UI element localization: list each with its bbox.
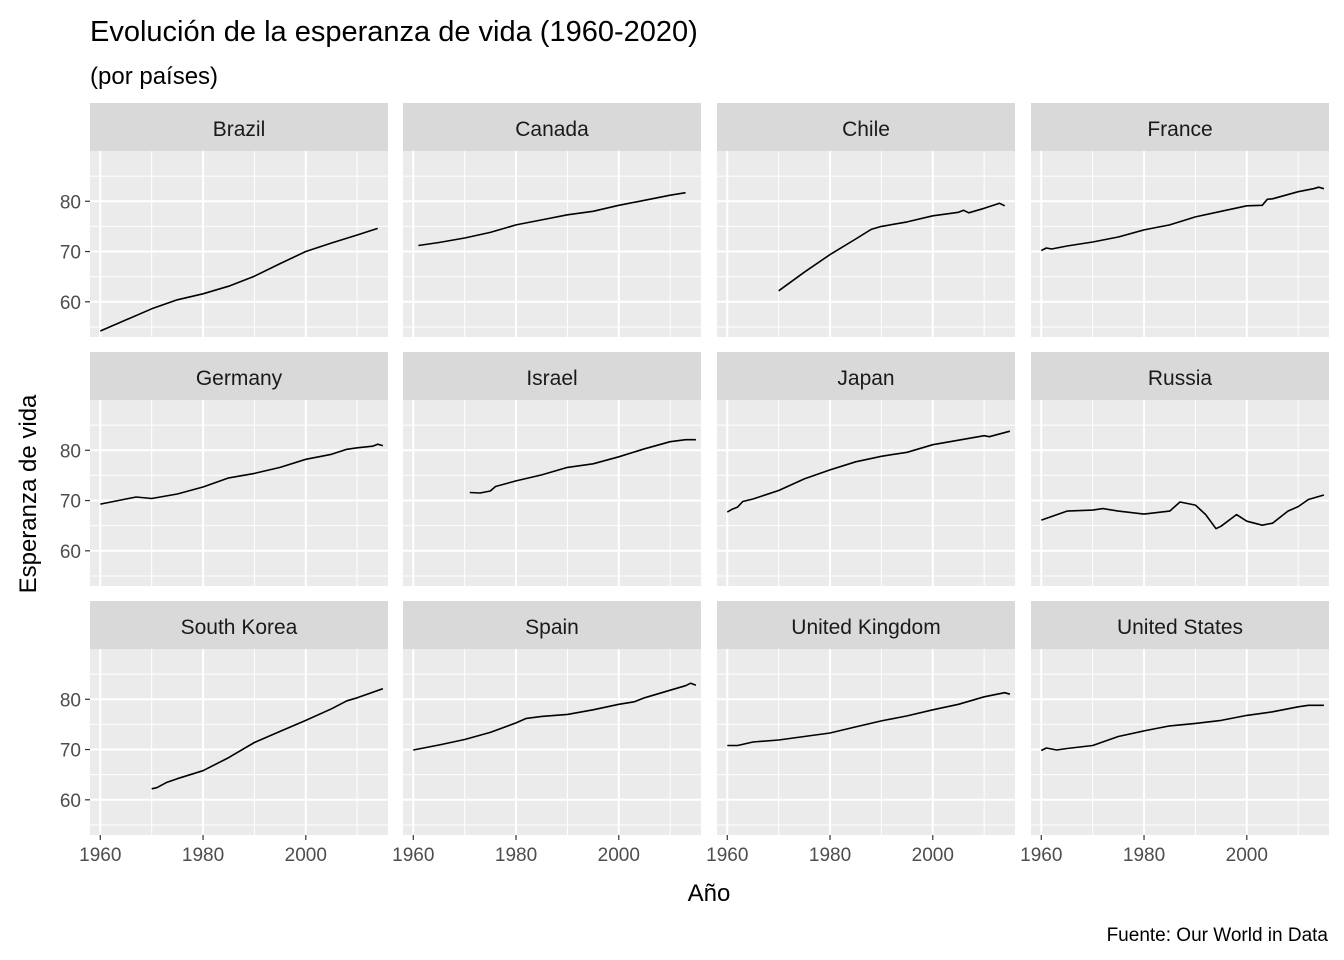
facet-chile: Chile: [717, 103, 1015, 337]
y-tick-label: 80: [60, 441, 81, 462]
facet-strip: [1031, 103, 1329, 151]
facet-label: Israel: [526, 367, 577, 390]
facet-strip: [90, 352, 388, 400]
x-tick-label: 1960: [1020, 845, 1062, 866]
facet-germany: Germany 60 70 80: [60, 352, 388, 586]
y-tick-label: 70: [60, 741, 81, 762]
panel-background: [403, 151, 701, 337]
x-tick-label: 1960: [79, 845, 121, 866]
facet-strip: [717, 352, 1015, 400]
y-tick-label: 70: [60, 243, 81, 264]
facet-canada: Canada: [403, 103, 701, 337]
panel-background: [90, 400, 388, 586]
facet-france: France: [1031, 103, 1329, 337]
x-tick-label: 1980: [1123, 845, 1165, 866]
panel-background: [403, 649, 701, 835]
series-line-israel: [469, 438, 696, 494]
x-tick-label: 2000: [598, 845, 640, 866]
facet-strip: [403, 103, 701, 151]
facet-south-korea: South Korea 60 70 80 1960 1980 2000: [60, 601, 388, 866]
x-tick-label: 2000: [1226, 845, 1268, 866]
panel-background: [90, 649, 388, 835]
panel-background: [717, 649, 1015, 835]
facet-label: United States: [1117, 616, 1243, 639]
x-tick-label: 1980: [809, 845, 851, 866]
facet-strip: [717, 601, 1015, 649]
facet-label: South Korea: [181, 616, 298, 639]
x-tick-label: 1980: [182, 845, 224, 866]
facet-label: Chile: [842, 118, 890, 141]
facet-panels: Brazil 60 70 80 Canada Chile France Germany 60 70…: [60, 103, 1329, 866]
panel-background: [1031, 649, 1329, 835]
series-line-japan: [726, 430, 1011, 513]
chart-title: Evolución de la esperanza de vida (1960-…: [90, 16, 698, 48]
facet-strip: [90, 103, 388, 151]
facet-label: Brazil: [213, 118, 266, 141]
facet-label: Russia: [1148, 367, 1213, 390]
chart-caption: Fuente: Our World in Data: [1107, 925, 1329, 946]
facet-united-kingdom: United Kingdom 1960 1980 2000: [706, 601, 1015, 866]
series-line-brazil: [99, 227, 378, 332]
facet-strip: [1031, 352, 1329, 400]
y-tick-label: 70: [60, 492, 81, 513]
panel-background: [403, 400, 701, 586]
facet-japan: Japan: [717, 352, 1015, 586]
panel-background: [90, 151, 388, 337]
x-tick-label: 2000: [912, 845, 954, 866]
y-tick-label: 80: [60, 192, 81, 213]
facet-strip: [403, 601, 701, 649]
series-line-spain: [413, 682, 697, 751]
facet-strip: [403, 352, 701, 400]
facet-strip: [717, 103, 1015, 151]
facet-strip: [90, 601, 388, 649]
facet-label: Spain: [525, 616, 579, 639]
panel-background: [717, 151, 1015, 337]
x-tick-label: 2000: [285, 845, 327, 866]
series-line-germany: [100, 443, 384, 505]
facet-spain: Spain 1960 1980 2000: [392, 601, 701, 866]
y-axis-title: Esperanza de vida: [15, 394, 42, 593]
facet-label: United Kingdom: [791, 616, 940, 639]
series-line-russia: [1041, 494, 1325, 530]
y-tick-label: 60: [60, 293, 81, 314]
facet-label: France: [1147, 118, 1212, 141]
x-axis-title: Año: [688, 880, 731, 907]
y-tick-label: 80: [60, 690, 81, 711]
facet-russia: Russia: [1031, 352, 1329, 586]
panel-background: [1031, 400, 1329, 586]
x-tick-label: 1980: [495, 845, 537, 866]
facet-label: Canada: [515, 118, 589, 141]
chart-subtitle: (por países): [90, 63, 218, 90]
facet-brazil: Brazil 60 70 80: [60, 103, 388, 337]
x-tick-label: 1960: [392, 845, 434, 866]
facet-label: Japan: [837, 367, 894, 390]
panel-background: [717, 400, 1015, 586]
series-line-united-kingdom: [727, 691, 1011, 747]
series-line-united-states: [1040, 704, 1324, 752]
series-line-chile: [778, 202, 1006, 292]
series-line-south-korea: [151, 687, 384, 790]
facet-united-states: United States 1960 1980 2000: [1020, 601, 1329, 866]
series-line-canada: [418, 191, 686, 247]
series-line-france: [1040, 186, 1325, 252]
y-tick-label: 60: [60, 542, 81, 563]
facet-label: Germany: [196, 367, 283, 390]
facet-strip: [1031, 601, 1329, 649]
facet-israel: Israel: [403, 352, 701, 586]
y-tick-label: 60: [60, 791, 81, 812]
x-tick-label: 1960: [706, 845, 748, 866]
